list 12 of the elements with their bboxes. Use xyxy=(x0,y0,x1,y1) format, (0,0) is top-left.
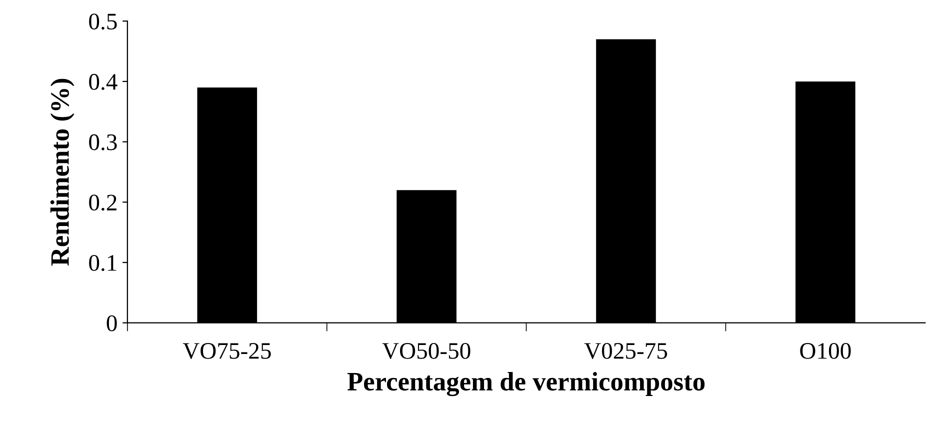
x-tick-label: O100 xyxy=(800,342,851,359)
y-tick-label: 0.3 xyxy=(89,134,117,150)
y-axis-title: Rendimento (%) xyxy=(50,78,74,266)
x-tick-label: VO75-25 xyxy=(182,343,271,360)
y-tick-label: 0.4 xyxy=(89,74,118,90)
y-tick-label: 0.2 xyxy=(89,194,116,211)
y-tick-label: 0.5 xyxy=(89,14,117,30)
x-tick-label: V025-75 xyxy=(584,342,668,360)
x-axis-title: Percentagem de vermicomposto xyxy=(347,372,705,396)
x-tick-label: VO50-50 xyxy=(382,342,470,360)
y-tick-label: 0 xyxy=(106,315,117,332)
y-tick-label: 0.1 xyxy=(89,254,116,272)
